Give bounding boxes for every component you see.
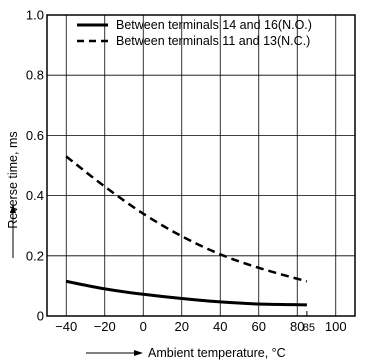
x-tick-label: 40 (213, 319, 227, 334)
x-tick-label: −40 (55, 319, 77, 334)
tick-labels: −40 −20 0 20 40 60 80 100 85 0 0.2 0.4 0.6 0.8 1.0 (26, 8, 347, 335)
x-axis-arrow-icon (134, 350, 143, 356)
y-tick-label: 0.4 (26, 188, 44, 203)
y-tick-label: 0.6 (26, 128, 44, 143)
y-tick-label: 0.8 (26, 68, 44, 83)
x-tick-label: 60 (252, 319, 266, 334)
x-tick-label: −20 (94, 319, 116, 334)
legend-label-no: Between terminals 14 and 16(N.O.) (116, 18, 312, 32)
y-axis-title: Reverse time, ms (6, 131, 20, 228)
series-line-no (66, 279, 307, 307)
x-tick-label: 100 (325, 319, 347, 334)
y-tick-label: 0 (37, 309, 44, 324)
plot-frame (46, 14, 356, 317)
series-line-nc (65, 155, 308, 283)
legend-label-nc: Between terminals 11 and 13(N.C.) (116, 34, 310, 48)
y-axis-arrow-icon (10, 204, 16, 213)
y-tick-label: 1.0 (26, 8, 44, 23)
x-tick-label: 20 (175, 319, 189, 334)
x-tick-label: 80 (290, 319, 304, 334)
y-axis-title-group: Reverse time, ms (6, 131, 20, 258)
x-axis-title: Ambient temperature, °C (148, 346, 286, 360)
x-tick-label-85: 85 (303, 322, 315, 334)
legend: Between terminals 14 and 16(N.O.) Betwee… (77, 18, 312, 48)
x-axis-title-group: Ambient temperature, °C (86, 346, 286, 360)
y-tick-label: 0.2 (26, 248, 44, 263)
x-tick-label: 0 (140, 319, 147, 334)
series-lines (65, 155, 308, 307)
